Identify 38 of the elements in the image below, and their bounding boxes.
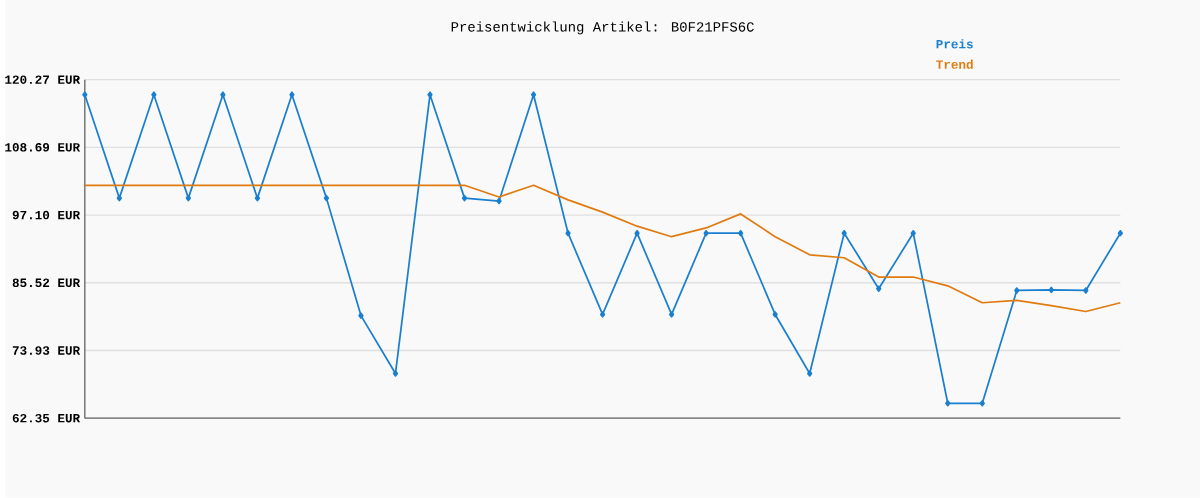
point	[979, 400, 985, 407]
text: Preis	[936, 39, 973, 49]
point	[599, 311, 606, 318]
point	[461, 194, 468, 202]
point	[392, 370, 399, 377]
point	[668, 311, 675, 318]
point	[703, 230, 709, 237]
point	[876, 285, 882, 293]
point	[910, 230, 916, 237]
point	[565, 230, 571, 237]
point	[634, 230, 640, 237]
point	[1117, 230, 1123, 237]
point	[82, 91, 88, 99]
point	[1014, 287, 1020, 294]
point	[254, 194, 261, 202]
y-tick-label: 108.69 EUR	[5, 143, 81, 152]
point	[185, 194, 192, 202]
y-tick-label: 120.27 EUR	[5, 75, 81, 85]
point	[220, 91, 226, 99]
y-tick-label: 73.93 EUR	[12, 346, 81, 355]
point	[737, 230, 744, 237]
point	[945, 400, 951, 407]
chart-title: Preisentwicklung Artikel: B0F21PFS6C	[451, 21, 754, 35]
text: Trend	[936, 59, 973, 69]
y-tick-label: 62.35 EUR	[12, 413, 81, 423]
point	[807, 370, 813, 377]
point	[496, 197, 502, 205]
point	[772, 311, 778, 318]
y-tick-label: 85.52 EUR	[12, 278, 81, 288]
point	[151, 91, 157, 99]
point	[841, 230, 847, 237]
point	[289, 91, 295, 99]
point	[1083, 287, 1089, 294]
y-tick-label: 97.10 EUR	[12, 210, 81, 220]
point	[116, 194, 122, 202]
point	[323, 194, 330, 202]
point	[1048, 286, 1054, 294]
point	[358, 312, 364, 319]
